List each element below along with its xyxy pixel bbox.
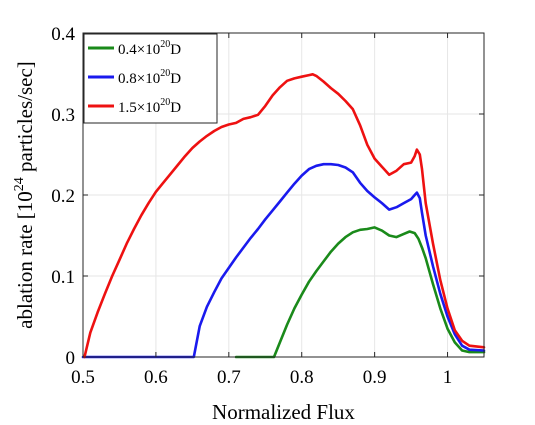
y-tick-label: 0.1: [51, 267, 75, 288]
y-axis-label-suffix: particles/sec]: [13, 61, 37, 177]
legend-label-0: 0.4×1020D: [118, 39, 181, 58]
series-line-0: [234, 226, 486, 359]
x-tick-label: 0.8: [290, 367, 314, 388]
ticks: 0.5 0.6 0.7 0.8 0.9 1 0 0.1 0.2 0.3 0.4: [51, 24, 484, 388]
legend-label-0-exponent: 20: [160, 39, 170, 50]
x-tick-label: 0.6: [144, 367, 168, 388]
legend-label-1-prefix: 0.8×10: [118, 71, 160, 87]
legend-label-2-exponent: 20: [160, 97, 170, 108]
legend-label-0-suffix: D: [170, 42, 181, 58]
x-tick-label: 0.5: [71, 367, 95, 388]
legend-label-1: 0.8×1020D: [118, 68, 181, 87]
y-tick-label: 0.4: [51, 24, 75, 45]
y-axis-label-prefix: ablation rate [10: [13, 191, 37, 329]
legend-label-2: 1.5×1020D: [118, 97, 181, 116]
x-tick-label: 0.9: [363, 367, 387, 388]
x-tick-label: 1: [443, 367, 453, 388]
series-line-1: [81, 162, 486, 359]
y-axis-label-exponent: 24: [12, 177, 27, 191]
legend-label-2-suffix: D: [170, 100, 181, 116]
series-lines: [81, 73, 486, 359]
y-tick-label: 0: [66, 348, 76, 369]
x-tick-label: 0.7: [217, 367, 241, 388]
legend-label-2-prefix: 1.5×10: [118, 100, 160, 116]
y-tick-label: 0.2: [51, 186, 75, 207]
legend-label-1-exponent: 20: [160, 68, 170, 79]
y-axis-label: ablation rate [1024 particles/sec]: [12, 61, 37, 329]
legend: 0.4×1020D 0.8×1020D 1.5×1020D: [83, 33, 218, 124]
legend-label-1-suffix: D: [170, 71, 181, 87]
legend-label-0-prefix: 0.4×10: [118, 42, 160, 58]
series-line-2: [83, 73, 486, 359]
x-axis-label: Normalized Flux: [212, 400, 355, 424]
y-tick-label: 0.3: [51, 105, 75, 126]
